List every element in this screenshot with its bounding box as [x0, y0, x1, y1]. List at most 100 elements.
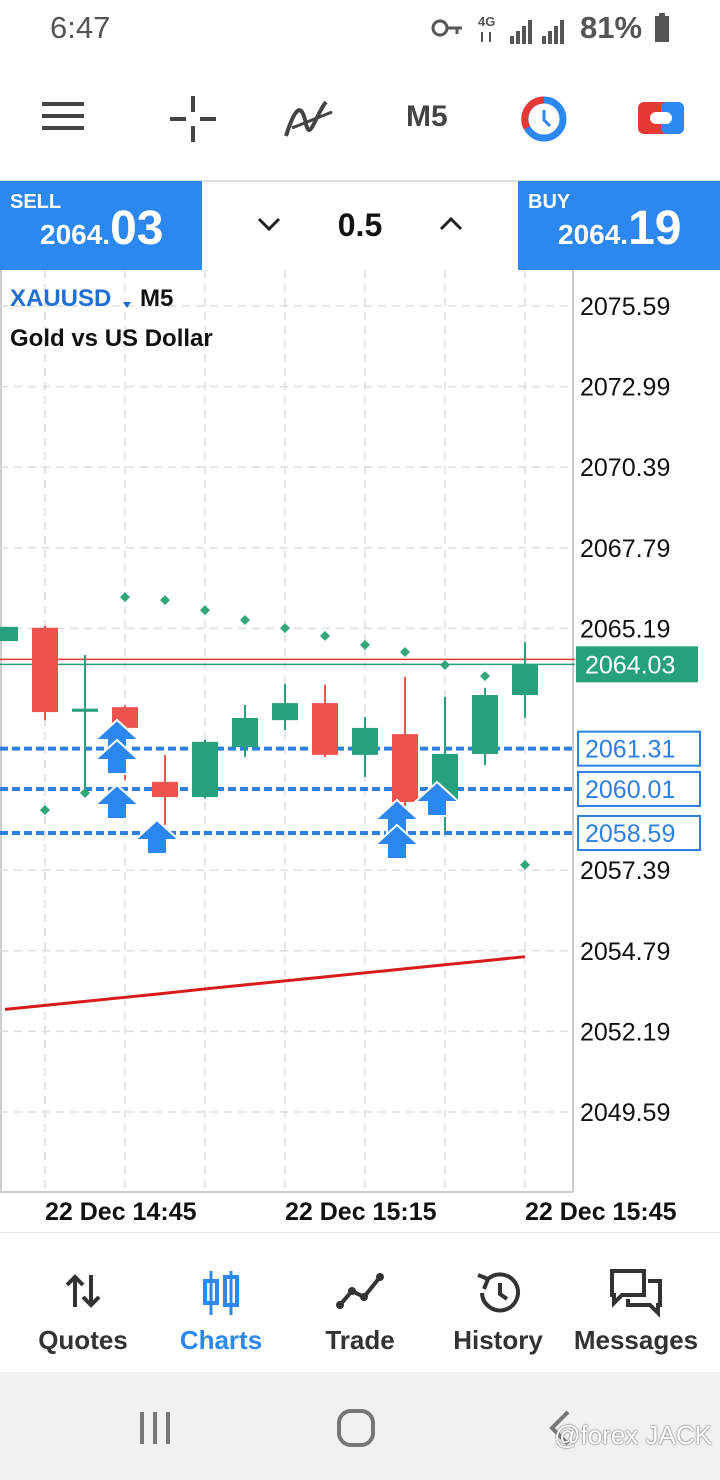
volume[interactable]: 0.5	[337, 207, 383, 243]
psar-dot	[200, 605, 210, 616]
volume-down[interactable]	[256, 215, 282, 233]
trade-panel: SELL 2064.03 0.5 BUY 2064.19	[0, 181, 720, 270]
sell-label: SELL	[10, 191, 62, 213]
candle-body	[152, 781, 178, 798]
status-icons: 4G	[431, 14, 564, 44]
order-label-box	[577, 730, 701, 767]
x-tick-label: 22 Dec 14:45	[45, 1198, 197, 1226]
nav-icon	[65, 1274, 101, 1308]
clock: 6:47	[50, 10, 111, 45]
y-tick-label: 2075.59	[580, 293, 670, 321]
indicators-button[interactable]	[282, 94, 336, 144]
nav-charts[interactable]: Charts	[151, 1233, 291, 1373]
candle-body	[472, 695, 498, 754]
buy-label: BUY	[528, 191, 571, 213]
sell-button[interactable]: SELL 2064.03	[0, 181, 202, 270]
nav-label: Trade	[325, 1325, 395, 1355]
buy-price-big: 19	[628, 202, 682, 255]
psar-dot	[40, 805, 50, 816]
candle-body	[0, 626, 18, 642]
candle-body	[192, 741, 218, 798]
recent-apps-button[interactable]	[136, 1410, 176, 1446]
buy-price-main: 2064.	[558, 219, 629, 250]
y-tick-label: 2049.59	[580, 1099, 670, 1127]
order-label: 2060.01	[585, 776, 675, 804]
candle-body	[392, 734, 418, 802]
moving-average	[4, 955, 526, 1011]
psar-dot	[120, 592, 130, 603]
back-button[interactable]	[548, 1410, 574, 1446]
psar-dot	[360, 639, 370, 650]
candle-body	[72, 708, 98, 712]
psar-dot	[440, 659, 450, 670]
network: 4G	[478, 14, 495, 29]
candle-body	[272, 703, 298, 721]
buy-arrow	[94, 739, 140, 775]
y-tick-label: 2067.79	[580, 535, 670, 563]
toolbar: M5	[0, 60, 720, 182]
psar-dot	[320, 630, 330, 641]
nav-label: History	[453, 1325, 543, 1355]
psar-dot	[280, 623, 290, 634]
psar-dot	[80, 788, 90, 799]
nav-icon	[477, 1272, 520, 1313]
order-label: 2058.59	[585, 820, 675, 848]
timeframe-button[interactable]: M5	[406, 100, 448, 133]
nav-label: Messages	[573, 1325, 699, 1355]
y-tick-label: 2070.39	[580, 454, 670, 482]
nav-label: Charts	[179, 1325, 263, 1355]
candle-body	[312, 703, 338, 755]
nav-icon	[336, 1273, 384, 1309]
battery-percent: 81%	[580, 10, 643, 45]
status-bar: 6:47 4G 81%	[0, 0, 720, 60]
menu-button[interactable]	[40, 98, 86, 134]
candle-body	[352, 727, 378, 755]
x-tick-label: 22 Dec 15:45	[525, 1198, 677, 1226]
buy-arrow	[374, 824, 420, 860]
order-label: 2061.31	[585, 736, 675, 764]
battery-icon	[655, 13, 669, 42]
candle-body	[512, 664, 538, 696]
chart: 2075.59 2072.99 2070.39 2067.79 2065.19 2057.…	[0, 270, 701, 1226]
nav-trade[interactable]: Trade	[290, 1233, 430, 1373]
nav-quotes[interactable]: Quotes	[13, 1233, 153, 1373]
y-tick-label: 2065.19	[580, 615, 670, 643]
symbol[interactable]: XAUUSD	[10, 285, 111, 312]
one-click-button[interactable]	[518, 94, 570, 144]
order-label-box	[577, 770, 701, 807]
candle-body	[232, 717, 258, 748]
symbol-dropdown[interactable]	[123, 302, 131, 308]
y-tick-label: 2057.39	[580, 857, 670, 885]
psar-dot	[520, 859, 530, 870]
nav-label: Quotes	[38, 1325, 128, 1355]
chart-title: Gold vs US Dollar	[10, 325, 213, 352]
y-tick-label: 2052.19	[580, 1018, 670, 1046]
y-tick-label: 2054.79	[580, 938, 670, 966]
order-label-box	[577, 814, 701, 851]
y-tick-label: 2072.99	[580, 374, 670, 402]
x-tick-label: 22 Dec 15:15	[285, 1198, 437, 1226]
nav-history[interactable]: History	[428, 1233, 568, 1373]
nav-messages[interactable]: Messages	[566, 1233, 706, 1373]
sell-price-main: 2064.	[40, 219, 111, 250]
crosshair-button[interactable]	[168, 94, 218, 144]
watermark: @forex JACK	[554, 1420, 712, 1450]
psar-dot	[240, 615, 250, 626]
nav-icon	[203, 1271, 239, 1315]
psar-dot	[400, 646, 410, 657]
bottom-nav: Quotes Charts Trade History Messages	[0, 1232, 720, 1373]
system-nav-bar	[0, 1372, 720, 1480]
price-label: 2064.03	[585, 651, 675, 679]
trade-button[interactable]	[636, 98, 686, 138]
buy-button[interactable]: BUY 2064.19	[518, 181, 720, 270]
home-button[interactable]	[336, 1408, 376, 1448]
buy-arrow	[134, 819, 180, 855]
psar-dot	[480, 671, 490, 682]
price-label-box	[576, 646, 698, 683]
volume-up[interactable]	[438, 215, 464, 233]
volume-control: 0.5	[202, 181, 518, 270]
psar-dot	[160, 595, 170, 606]
sell-price-big: 03	[110, 202, 164, 255]
chart-timeframe: M5	[140, 285, 173, 312]
